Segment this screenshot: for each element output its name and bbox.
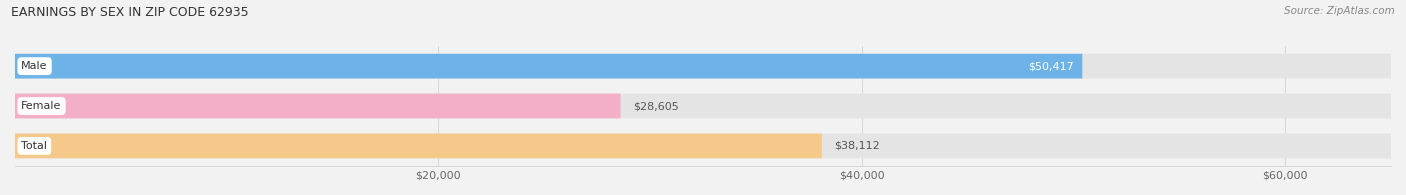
Text: Male: Male bbox=[21, 61, 48, 71]
FancyBboxPatch shape bbox=[15, 94, 620, 118]
FancyBboxPatch shape bbox=[15, 54, 1083, 79]
FancyBboxPatch shape bbox=[15, 134, 1391, 158]
Text: $50,417: $50,417 bbox=[1028, 61, 1074, 71]
FancyBboxPatch shape bbox=[15, 94, 1391, 118]
Text: Female: Female bbox=[21, 101, 62, 111]
Text: EARNINGS BY SEX IN ZIP CODE 62935: EARNINGS BY SEX IN ZIP CODE 62935 bbox=[11, 6, 249, 19]
Text: Source: ZipAtlas.com: Source: ZipAtlas.com bbox=[1284, 6, 1395, 16]
FancyBboxPatch shape bbox=[15, 134, 821, 158]
FancyBboxPatch shape bbox=[15, 54, 1391, 79]
Text: $38,112: $38,112 bbox=[835, 141, 880, 151]
Text: Total: Total bbox=[21, 141, 48, 151]
Text: $28,605: $28,605 bbox=[633, 101, 679, 111]
